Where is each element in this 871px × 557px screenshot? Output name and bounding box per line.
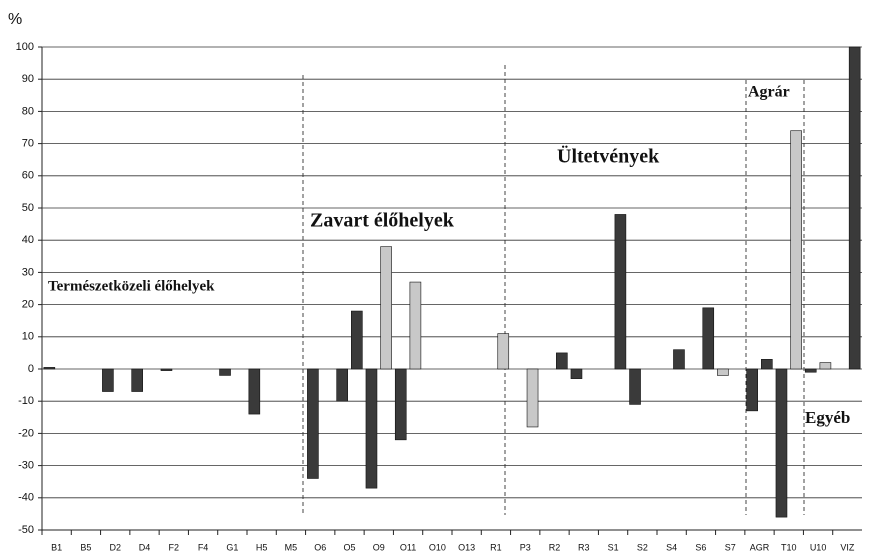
bar: [556, 352, 568, 370]
bar: [248, 368, 261, 415]
annotation: Agrár: [748, 84, 790, 101]
bar: [629, 368, 641, 405]
y-tick-label: 100: [16, 41, 34, 53]
x-tick-label: S6: [695, 542, 706, 552]
y-tick-label: -40: [18, 492, 34, 504]
bar: [336, 368, 348, 402]
bar: [804, 368, 817, 373]
x-tick-label: R3: [578, 542, 590, 552]
y-tick-label: 30: [22, 266, 34, 278]
x-tick-label: F4: [198, 542, 209, 552]
x-tick-label: S1: [608, 542, 619, 552]
bar: [746, 368, 758, 412]
bar: [219, 368, 231, 376]
y-tick-label: 60: [22, 170, 34, 182]
x-tick-label: H5: [256, 542, 268, 552]
y-tick-label: 50: [22, 202, 34, 214]
x-tick-label: O9: [373, 542, 385, 552]
x-tick-label: VIZ: [840, 542, 855, 552]
x-tick-label: AGR: [750, 542, 770, 552]
x-tick-label: T10: [781, 542, 797, 552]
y-tick-label: 90: [22, 73, 34, 85]
y-tick-label: -10: [18, 395, 34, 407]
x-tick-label: B5: [80, 542, 91, 552]
x-tick-label: F2: [169, 542, 180, 552]
x-tick-label: M5: [285, 542, 298, 552]
bar: [761, 359, 773, 370]
x-tick-label: D4: [139, 542, 151, 552]
bar: [570, 368, 583, 379]
bar: [380, 246, 392, 370]
y-tick-label: 20: [22, 299, 34, 311]
y-tick-label: 70: [22, 138, 34, 150]
bar: [351, 310, 363, 370]
bar: [790, 130, 802, 370]
bar: [131, 368, 143, 392]
annotation: Egyéb: [805, 408, 850, 427]
y-tick-label: -20: [18, 427, 34, 439]
x-tick-label: O11: [400, 542, 416, 552]
x-tick-label: O5: [343, 542, 355, 552]
annotation: Zavart élőhelyek: [310, 210, 455, 232]
y-axis-label: %: [8, 11, 22, 28]
bar: [497, 333, 510, 370]
x-tick-label: O10: [429, 542, 446, 552]
x-tick-label: U10: [810, 542, 827, 552]
x-tick-label: R2: [549, 542, 561, 552]
x-tick-label: R1: [490, 542, 502, 552]
bar: [819, 362, 832, 370]
annotation: Természetközeli élőhelyek: [48, 278, 215, 294]
bar: [394, 368, 407, 441]
x-tick-label: P3: [520, 542, 531, 552]
group-separators: [302, 65, 805, 515]
y-tick-label: 10: [22, 331, 34, 343]
y-tick-label: 40: [22, 234, 34, 246]
bar: [102, 368, 114, 392]
y-tick-label: 80: [22, 105, 34, 117]
bar: [848, 46, 861, 370]
x-tick-label: O13: [458, 542, 475, 552]
bar: [43, 367, 56, 370]
bar: [160, 368, 173, 371]
x-tick-label: S7: [725, 542, 736, 552]
x-tick-label: D2: [109, 542, 121, 552]
annotation: Ültetvények: [557, 145, 660, 168]
bar: [365, 368, 378, 489]
bar: [775, 368, 788, 518]
bar: [526, 368, 539, 428]
bar: [409, 281, 422, 370]
y-tick-label: -50: [18, 524, 34, 536]
x-tick-label: G1: [226, 542, 238, 552]
y-tick-label: 0: [28, 363, 34, 375]
x-tick-label: S4: [666, 542, 677, 552]
bar: [717, 368, 729, 376]
x-tick-label: B1: [51, 542, 62, 552]
bar: [307, 368, 319, 479]
bar: [614, 214, 627, 370]
y-tick-label: -30: [18, 460, 34, 472]
bar: [702, 307, 715, 370]
x-tick-label: S2: [637, 542, 648, 552]
x-tick-label: O6: [314, 542, 326, 552]
bar: [673, 349, 685, 370]
